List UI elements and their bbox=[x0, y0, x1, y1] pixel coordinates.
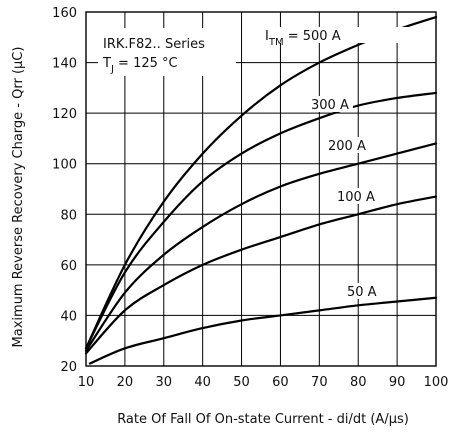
series-annotation: IRK.F82.. Series bbox=[103, 37, 205, 52]
series-label-backing bbox=[344, 283, 380, 299]
x-tick-label: 50 bbox=[233, 375, 250, 390]
y-tick-label: 60 bbox=[60, 259, 77, 274]
x-tick-label: 90 bbox=[389, 375, 406, 390]
series-label-subscript: TM bbox=[268, 37, 284, 48]
y-tick-label: 160 bbox=[52, 6, 77, 21]
series-label-main: I bbox=[265, 29, 269, 44]
series-label-main: 100 A bbox=[337, 190, 375, 205]
y-tick-label: 20 bbox=[60, 360, 77, 375]
series-line-itm-300a bbox=[84, 91, 438, 350]
x-tick-label: 20 bbox=[117, 375, 134, 390]
y-tick-label: 120 bbox=[52, 107, 77, 122]
series-label-main: 50 A bbox=[347, 285, 377, 300]
y-tick-label: 80 bbox=[60, 208, 77, 223]
x-tick-label: 40 bbox=[194, 375, 211, 390]
annotation-box bbox=[98, 28, 236, 76]
series-label-backing bbox=[334, 188, 379, 204]
tick-labels: 10 20 30 40 50 60 70 80 90 1002040608010012014016… bbox=[52, 6, 448, 390]
tj-subscript: J bbox=[110, 64, 114, 75]
tj-value: = 125 °C bbox=[114, 56, 178, 71]
series-label-tail: = 500 A bbox=[284, 29, 341, 44]
series-label-itm-200a: 200 A bbox=[328, 139, 366, 154]
x-axis-title: Rate Of Fall Of On-state Current - di/dt… bbox=[117, 412, 409, 427]
x-tick-label: 30 bbox=[156, 375, 173, 390]
tj-symbol: T bbox=[102, 56, 111, 71]
series-labels: ITM = 500 A 300 A 200 A 100 A 50 A bbox=[262, 27, 412, 300]
series-line-itm-100a bbox=[84, 195, 438, 355]
junction-temperature-annotation: TJ = 125 °C bbox=[102, 56, 178, 75]
series-label-backing bbox=[325, 137, 370, 153]
y-tick-label: 40 bbox=[60, 309, 77, 324]
series-line-itm-200a bbox=[84, 142, 438, 352]
series-label-backing bbox=[308, 96, 353, 112]
plot-frame bbox=[85, 11, 437, 367]
series-line-itm-50a bbox=[88, 296, 438, 365]
x-tick-label: 70 bbox=[311, 375, 328, 390]
x-tick-label: 100 bbox=[424, 375, 449, 390]
y-tick-label: 100 bbox=[52, 158, 77, 173]
series-label-itm-50a: 50 A bbox=[347, 285, 377, 300]
series-label-itm-300a: 300 A bbox=[311, 98, 349, 113]
series-label-itm-100a: 100 A bbox=[337, 190, 375, 205]
x-tick-label: 10 bbox=[78, 375, 95, 390]
x-tick-label: 60 bbox=[272, 375, 289, 390]
y-tick-label: 140 bbox=[52, 57, 77, 72]
series-label-main: 300 A bbox=[311, 98, 349, 113]
y-axis-title: Maximum Reverse Recovery Charge - Qrr (µ… bbox=[11, 47, 26, 348]
series-label-itm-500a: ITM = 500 A bbox=[265, 29, 341, 48]
x-tick-label: 80 bbox=[350, 375, 367, 390]
series-label-backing bbox=[262, 27, 412, 43]
series-label-main: 200 A bbox=[328, 139, 366, 154]
